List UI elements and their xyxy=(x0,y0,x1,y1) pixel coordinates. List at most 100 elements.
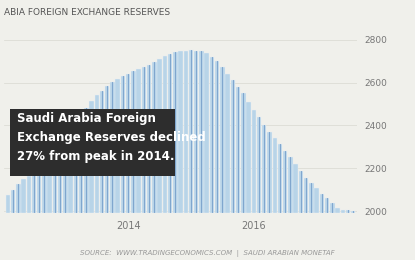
Bar xyxy=(178,51,183,213)
Bar xyxy=(236,87,240,213)
Text: Saudi Arabia Foreign
Exchange Reserves declined
27% from peak in 2014.: Saudi Arabia Foreign Exchange Reserves d… xyxy=(17,112,206,162)
Bar xyxy=(283,151,288,213)
Bar xyxy=(68,129,73,213)
Bar xyxy=(95,95,99,213)
Bar xyxy=(267,132,272,213)
Bar xyxy=(60,146,61,213)
Bar xyxy=(335,208,340,213)
Bar xyxy=(280,145,281,213)
Bar xyxy=(247,102,251,213)
Bar xyxy=(53,153,57,213)
Bar xyxy=(343,210,344,213)
Bar xyxy=(27,176,31,213)
Bar xyxy=(157,58,162,213)
Bar xyxy=(168,54,172,213)
Bar xyxy=(191,50,192,213)
Bar xyxy=(264,125,265,213)
Bar xyxy=(37,171,42,213)
Bar xyxy=(97,95,98,213)
Bar xyxy=(243,93,244,213)
Bar xyxy=(126,74,130,213)
Bar xyxy=(18,184,19,213)
Bar xyxy=(84,108,88,213)
Bar xyxy=(44,166,45,213)
Bar xyxy=(231,80,235,213)
Bar xyxy=(278,145,282,213)
Bar xyxy=(142,67,146,213)
Bar xyxy=(348,210,349,213)
Bar xyxy=(137,69,141,213)
Bar xyxy=(154,62,155,213)
Bar xyxy=(194,51,198,213)
Bar xyxy=(273,138,277,213)
Bar xyxy=(257,117,261,213)
Bar xyxy=(215,61,220,213)
Bar xyxy=(100,91,104,213)
Bar xyxy=(241,93,246,213)
Bar xyxy=(288,157,293,213)
Bar xyxy=(39,171,40,213)
Bar xyxy=(262,125,266,213)
Bar xyxy=(353,211,354,213)
Bar xyxy=(196,51,197,213)
Bar xyxy=(311,183,312,213)
Bar xyxy=(285,151,286,213)
Bar xyxy=(107,86,108,213)
Bar xyxy=(16,184,20,213)
Bar xyxy=(79,116,83,213)
Bar xyxy=(131,72,136,213)
Bar xyxy=(173,52,178,213)
Bar xyxy=(58,146,62,213)
Bar xyxy=(299,171,303,213)
Bar xyxy=(301,171,302,213)
Bar xyxy=(275,138,276,213)
Bar xyxy=(309,183,314,213)
Bar xyxy=(115,79,120,213)
Bar xyxy=(306,178,307,213)
Bar xyxy=(259,117,260,213)
Bar xyxy=(293,164,298,213)
Bar xyxy=(251,110,256,213)
Bar xyxy=(315,188,319,213)
Bar xyxy=(86,108,87,213)
Bar xyxy=(201,51,202,213)
Bar xyxy=(210,57,214,213)
Bar xyxy=(269,132,270,213)
Bar xyxy=(47,159,52,213)
Bar xyxy=(217,61,218,213)
Bar xyxy=(222,67,223,213)
Bar xyxy=(341,210,345,213)
Bar xyxy=(327,198,328,213)
Bar xyxy=(128,74,129,213)
Bar xyxy=(205,54,209,213)
Bar xyxy=(81,116,82,213)
Bar xyxy=(147,65,151,213)
Bar xyxy=(123,76,124,213)
Bar xyxy=(42,166,46,213)
Bar xyxy=(238,87,239,213)
Bar xyxy=(32,174,36,213)
Bar xyxy=(152,62,156,213)
Text: ABIA FOREIGN EXCHANGE RESERVES: ABIA FOREIGN EXCHANGE RESERVES xyxy=(4,8,170,17)
Bar xyxy=(11,190,15,213)
Bar xyxy=(346,210,350,213)
FancyBboxPatch shape xyxy=(10,109,175,176)
Bar xyxy=(102,91,103,213)
Bar xyxy=(225,74,230,213)
Bar xyxy=(233,80,234,213)
Bar xyxy=(332,203,333,213)
Bar xyxy=(220,67,225,213)
Bar xyxy=(170,54,171,213)
Bar xyxy=(295,164,296,213)
Bar xyxy=(21,179,26,213)
Bar xyxy=(290,157,291,213)
Bar xyxy=(105,86,110,213)
Bar xyxy=(337,208,338,213)
Bar xyxy=(110,82,115,213)
Bar xyxy=(207,54,208,213)
Bar xyxy=(325,198,329,213)
Bar xyxy=(351,211,356,213)
Bar xyxy=(121,76,125,213)
Bar xyxy=(304,178,308,213)
Bar xyxy=(320,194,324,213)
